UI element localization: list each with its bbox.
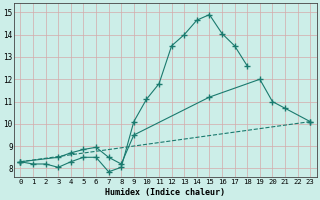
X-axis label: Humidex (Indice chaleur): Humidex (Indice chaleur) xyxy=(105,188,225,197)
